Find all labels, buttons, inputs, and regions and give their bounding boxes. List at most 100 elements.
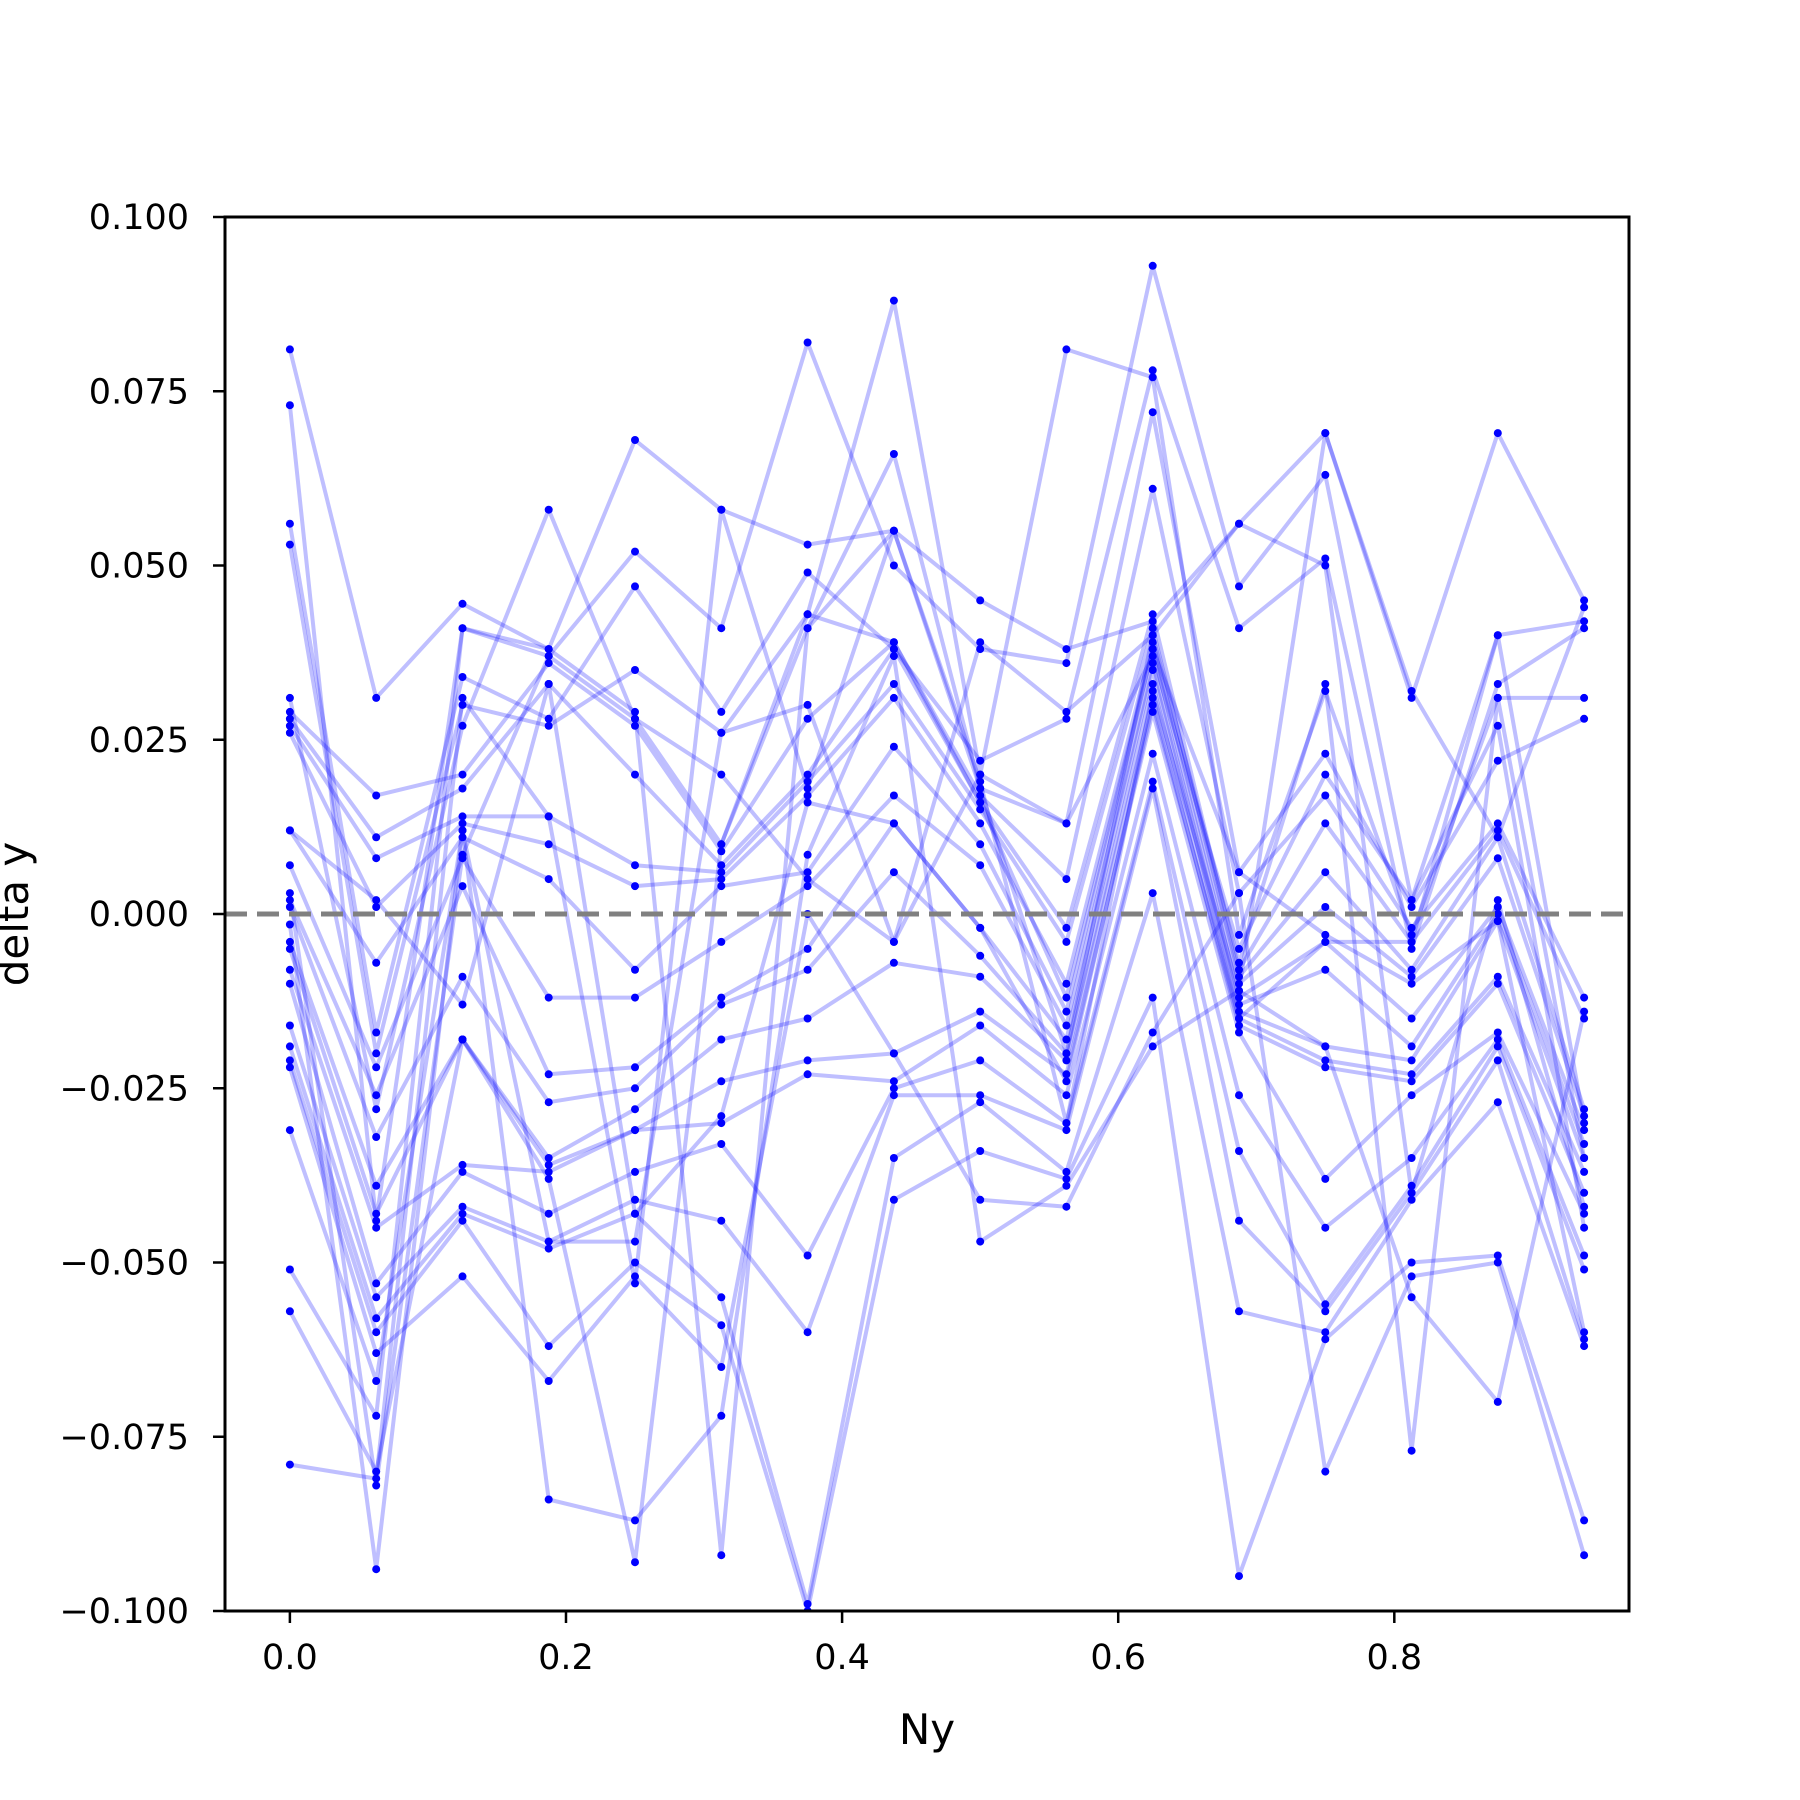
- data-point: [1580, 1105, 1589, 1114]
- data-point: [1062, 819, 1071, 828]
- data-point: [544, 1154, 553, 1162]
- data-point: [976, 1007, 985, 1016]
- data-point: [285, 896, 294, 905]
- data-point: [544, 1342, 553, 1351]
- series-line: [288, 528, 1587, 1558]
- data-point: [1062, 1126, 1071, 1135]
- x-tick-label: 0.4: [814, 1638, 870, 1678]
- data-point: [1580, 1167, 1589, 1176]
- data-point: [372, 1279, 381, 1288]
- series-line: [287, 995, 1587, 1611]
- data-point: [976, 972, 985, 981]
- data-point: [1580, 1126, 1589, 1135]
- data-point: [372, 1349, 381, 1358]
- data-point: [976, 840, 985, 849]
- data-point: [976, 596, 985, 605]
- x-tick-label: 0.6: [1090, 1638, 1146, 1678]
- data-point: [1062, 1049, 1071, 1058]
- data-point: [889, 1195, 898, 1204]
- data-point: [976, 756, 985, 765]
- data-point: [803, 875, 812, 884]
- data-point: [1235, 979, 1243, 988]
- data-point: [803, 1328, 812, 1337]
- data-point: [1580, 1209, 1589, 1218]
- data-point: [889, 526, 898, 535]
- data-point: [1062, 1077, 1071, 1086]
- data-point: [1493, 979, 1502, 988]
- data-point: [372, 1209, 381, 1218]
- data-point: [717, 847, 726, 856]
- data-point: [1235, 1000, 1243, 1009]
- data-point: [1235, 519, 1243, 528]
- data-point: [285, 937, 294, 946]
- data-point: [976, 861, 985, 870]
- data-point: [976, 951, 985, 960]
- data-point: [717, 505, 726, 514]
- data-point: [285, 707, 294, 716]
- data-point: [1580, 1223, 1589, 1232]
- y-tick-label: 0.075: [89, 372, 189, 412]
- data-point: [285, 345, 294, 354]
- data-point: [889, 868, 898, 877]
- data-point: [1407, 1272, 1416, 1281]
- x-axis: 0.0 0.2 0.4 0.6 0.8: [262, 1611, 1422, 1678]
- data-point: [631, 1209, 639, 1218]
- data-point: [1148, 993, 1157, 1002]
- data-point: [285, 693, 294, 702]
- data-point: [717, 993, 726, 1002]
- data-point: [803, 624, 812, 633]
- data-point: [889, 1084, 898, 1093]
- data-point: [1062, 979, 1071, 988]
- data-point: [976, 1195, 985, 1204]
- data-point: [631, 1272, 639, 1281]
- data-point: [1493, 429, 1502, 438]
- data-point: [1580, 1119, 1589, 1128]
- data-point: [1407, 979, 1416, 988]
- series-line: [287, 298, 1585, 1056]
- data-point: [717, 1119, 726, 1128]
- data-point: [458, 784, 467, 793]
- data-point: [976, 645, 985, 654]
- data-point: [458, 624, 467, 633]
- data-point: [544, 1495, 553, 1504]
- data-point: [889, 652, 898, 661]
- data-point: [1148, 617, 1157, 626]
- data-point: [717, 937, 726, 946]
- data-point: [631, 582, 639, 591]
- data-point: [1493, 680, 1502, 688]
- data-point: [285, 889, 294, 898]
- data-point: [1148, 777, 1157, 786]
- data-point: [1493, 896, 1502, 905]
- series-line: [287, 779, 1586, 1307]
- data-point: [544, 840, 553, 849]
- data-point: [372, 1105, 381, 1114]
- data-point: [717, 1216, 726, 1225]
- data-point: [803, 784, 812, 793]
- data-point: [372, 1474, 381, 1483]
- data-point: [1493, 833, 1502, 842]
- data-point: [976, 791, 985, 800]
- data-point: [717, 861, 726, 870]
- data-point: [544, 1160, 553, 1169]
- data-point: [372, 1314, 381, 1323]
- data-point: [285, 861, 294, 870]
- data-point: [631, 965, 639, 974]
- data-point: [803, 700, 812, 709]
- data-point: [1148, 707, 1157, 716]
- data-point: [889, 693, 898, 702]
- data-point: [803, 1056, 812, 1065]
- data-point: [717, 728, 726, 737]
- data-point: [1407, 1188, 1416, 1197]
- data-point: [1493, 1035, 1502, 1044]
- data-point: [1407, 1091, 1416, 1100]
- data-point: [1321, 1223, 1330, 1232]
- data-point: [372, 1481, 381, 1490]
- data-point: [372, 1467, 381, 1476]
- data-point: [1148, 749, 1157, 758]
- data-point: [976, 1147, 985, 1155]
- data-point: [1407, 972, 1416, 981]
- data-point: [803, 798, 812, 807]
- data-point: [1321, 1063, 1330, 1072]
- series-line: [287, 891, 1586, 1606]
- data-point: [803, 568, 812, 577]
